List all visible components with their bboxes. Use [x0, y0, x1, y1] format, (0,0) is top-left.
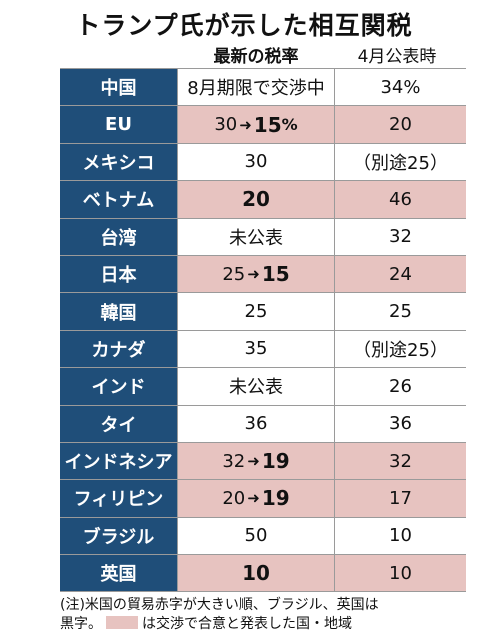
table-row: 台湾 未公表 32	[60, 218, 466, 256]
country-cell: 英国	[60, 555, 178, 592]
country-cell: EU	[60, 106, 178, 143]
april-rate-cell: 46	[335, 181, 466, 218]
latest-rate-cell: 36	[178, 405, 335, 442]
april-rate-cell: 17	[335, 480, 466, 517]
country-cell: インド	[60, 368, 178, 405]
column-header-april-rate: 4月公表時	[357, 47, 437, 67]
table-row: 韓国 25 25	[60, 293, 466, 331]
footnote-line-2: 黒字。 は交渉で合意と発表した国・地域	[60, 615, 480, 634]
table-row: フィリピン 20 ➜ 19 17	[60, 480, 466, 518]
table-row: タイ 36 36	[60, 405, 466, 443]
previous-rate: 20	[222, 487, 246, 509]
new-rate: 15	[261, 262, 290, 287]
arrow-right-icon: ➜	[247, 489, 260, 508]
table-row: EU 30 ➜ 15% 20	[60, 106, 466, 144]
country-cell: 韓国	[60, 293, 178, 330]
april-rate-cell: 20	[335, 106, 466, 143]
table-row: 中国 8月期限で交渉中 34%	[60, 69, 466, 107]
latest-rate-cell: 8月期限で交渉中	[178, 69, 335, 106]
table-row: ベトナム 20 46	[60, 181, 466, 219]
latest-rate-cell: 10	[178, 555, 335, 592]
tariff-table: 中国 8月期限で交渉中 34% EU 30 ➜ 15% 20 メキシコ 30 （別途25） ベトナム 2…	[60, 68, 466, 593]
april-rate-cell: 24	[335, 255, 466, 293]
new-rate: 19	[261, 486, 290, 511]
april-rate-cell: 32	[335, 442, 466, 480]
percent-suffix: %	[281, 115, 298, 135]
latest-rate-cell: 50	[178, 517, 335, 555]
country-cell: タイ	[60, 405, 178, 442]
april-rate-cell: 10	[389, 525, 412, 547]
country-cell: ベトナム	[60, 181, 178, 218]
latest-rate-cell: 35	[178, 330, 335, 368]
table-row: ブラジル 50 10	[60, 517, 466, 556]
april-rate-cell: （別途25）	[353, 152, 448, 174]
country-cell: カナダ	[60, 330, 178, 368]
april-rate-cell: 26	[389, 375, 412, 397]
footnote-line-2-post: は交渉で合意と発表した国・地域	[142, 616, 352, 632]
previous-rate: 25	[222, 263, 246, 285]
arrow-right-icon: ➜	[247, 265, 260, 284]
country-cell: 日本	[60, 255, 178, 293]
table-row: インドネシア 32 ➜ 19 32	[60, 442, 466, 481]
previous-rate: 30	[214, 114, 238, 136]
new-rate: 15	[253, 112, 282, 137]
table-row: カナダ 35 （別途25）	[60, 330, 466, 369]
latest-rate-cell: 20 ➜ 19	[178, 480, 335, 517]
country-cell: 中国	[60, 69, 178, 106]
previous-rate: 32	[222, 450, 246, 472]
country-cell: メキシコ	[60, 143, 178, 181]
country-cell: フィリピン	[60, 480, 178, 517]
latest-rate-cell: 未公表	[178, 368, 335, 405]
footnote-line-1: (注)米国の貿易赤字が大きい順、ブラジル、英国は	[60, 597, 379, 613]
arrow-right-icon: ➜	[239, 115, 252, 134]
april-rate-cell: （別途25）	[353, 339, 448, 361]
country-cell: インドネシア	[60, 442, 178, 480]
column-header-latest-rate: 最新の税率	[213, 47, 299, 67]
april-rate-cell: 25	[389, 301, 412, 323]
country-cell: ブラジル	[60, 517, 178, 555]
country-cell: 台湾	[60, 218, 178, 255]
latest-rate-cell: 25 ➜ 15	[178, 255, 335, 293]
latest-rate-cell: 32 ➜ 19	[178, 442, 335, 480]
footnote-line-2-pre: 黒字。	[60, 616, 102, 632]
latest-rate-cell: 20	[178, 181, 335, 218]
agreed-color-swatch	[106, 616, 138, 629]
footnote: (注)米国の貿易赤字が大きい順、ブラジル、英国は 黒字。 は交渉で合意と発表した国…	[60, 596, 480, 634]
table-row: インド 未公表 26	[60, 368, 466, 406]
april-rate-cell: 10	[335, 555, 466, 592]
april-rate-cell: 32	[389, 226, 412, 248]
new-rate: 19	[261, 449, 290, 474]
table-row: メキシコ 30 （別途25）	[60, 143, 466, 182]
table-row: 日本 25 ➜ 15 24	[60, 255, 466, 294]
chart-title: トランプ氏が示した相互関税	[75, 11, 413, 40]
table-row: 英国 10 10	[60, 555, 466, 593]
april-rate-cell: 36	[389, 413, 412, 435]
arrow-right-icon: ➜	[247, 452, 260, 471]
latest-rate-cell: 未公表	[178, 218, 335, 255]
latest-rate-cell: 30	[178, 143, 335, 181]
latest-rate-cell: 30 ➜ 15%	[178, 106, 335, 143]
april-rate-cell: 34%	[380, 76, 421, 98]
latest-rate-cell: 25	[178, 293, 335, 330]
